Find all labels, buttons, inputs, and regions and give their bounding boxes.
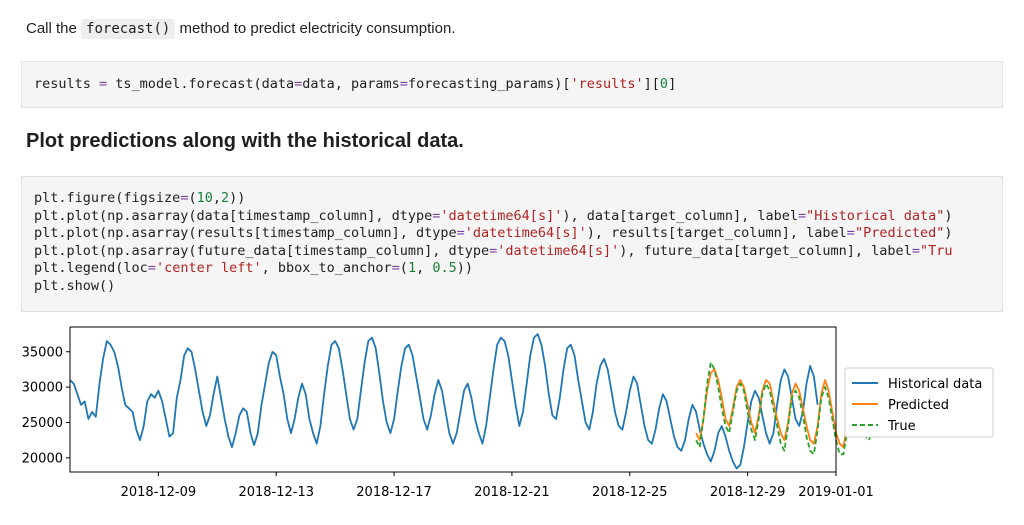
markdown-cell-intro: Call the forecast() method to predict el… bbox=[26, 17, 455, 41]
legend-label: Historical data bbox=[888, 377, 982, 392]
series-layer bbox=[69, 333, 889, 470]
intro-text-prefix: Call the bbox=[26, 20, 82, 37]
code-line: results = ts_model.forecast(data=data, p… bbox=[34, 76, 677, 92]
output-plot: 20000 25000 30000 35000 2018-12-09 2018-12-1… bbox=[22, 326, 994, 500]
code-cell-plot[interactable]: plt.figure(figsize=(10,2)) plt.plot(np.a… bbox=[21, 176, 1003, 312]
series-line-true bbox=[695, 361, 889, 456]
section-heading: Plot predictions along with the historic… bbox=[26, 130, 464, 152]
x-tick-label: 2018-12-25 bbox=[592, 485, 668, 500]
x-tick-label: 2018-12-17 bbox=[356, 485, 432, 500]
legend-label: Predicted bbox=[888, 398, 949, 413]
legend-label: True bbox=[887, 419, 916, 434]
x-tick-label: 2019-01-01 bbox=[798, 485, 874, 500]
y-tick-label: 30000 bbox=[22, 381, 63, 396]
code-cell-forecast[interactable]: results = ts_model.forecast(data=data, p… bbox=[21, 61, 1003, 108]
code-block: plt.figure(figsize=(10,2)) plt.plot(np.a… bbox=[34, 190, 953, 294]
x-tick-label: 2018-12-09 bbox=[121, 485, 197, 500]
inline-code-forecast: forecast() bbox=[81, 19, 176, 39]
y-tick-label: 35000 bbox=[22, 345, 63, 360]
y-tick-label: 25000 bbox=[22, 416, 63, 431]
legend: Historical data Predicted True bbox=[844, 367, 994, 438]
intro-text-suffix: method to predict electricity consumptio… bbox=[175, 20, 456, 37]
x-tick-label: 2018-12-29 bbox=[710, 485, 786, 500]
x-tick-label: 2018-12-21 bbox=[474, 485, 550, 500]
plot-frame bbox=[69, 326, 837, 473]
y-tick-label: 20000 bbox=[22, 451, 63, 466]
series-line-historical-data bbox=[69, 333, 819, 470]
legend-box bbox=[844, 367, 994, 438]
y-axis: 20000 25000 30000 35000 bbox=[22, 345, 70, 466]
x-axis: 2018-12-09 2018-12-13 2018-12-17 2018-12-21… bbox=[121, 472, 874, 500]
x-tick-label: 2018-12-13 bbox=[238, 485, 314, 500]
